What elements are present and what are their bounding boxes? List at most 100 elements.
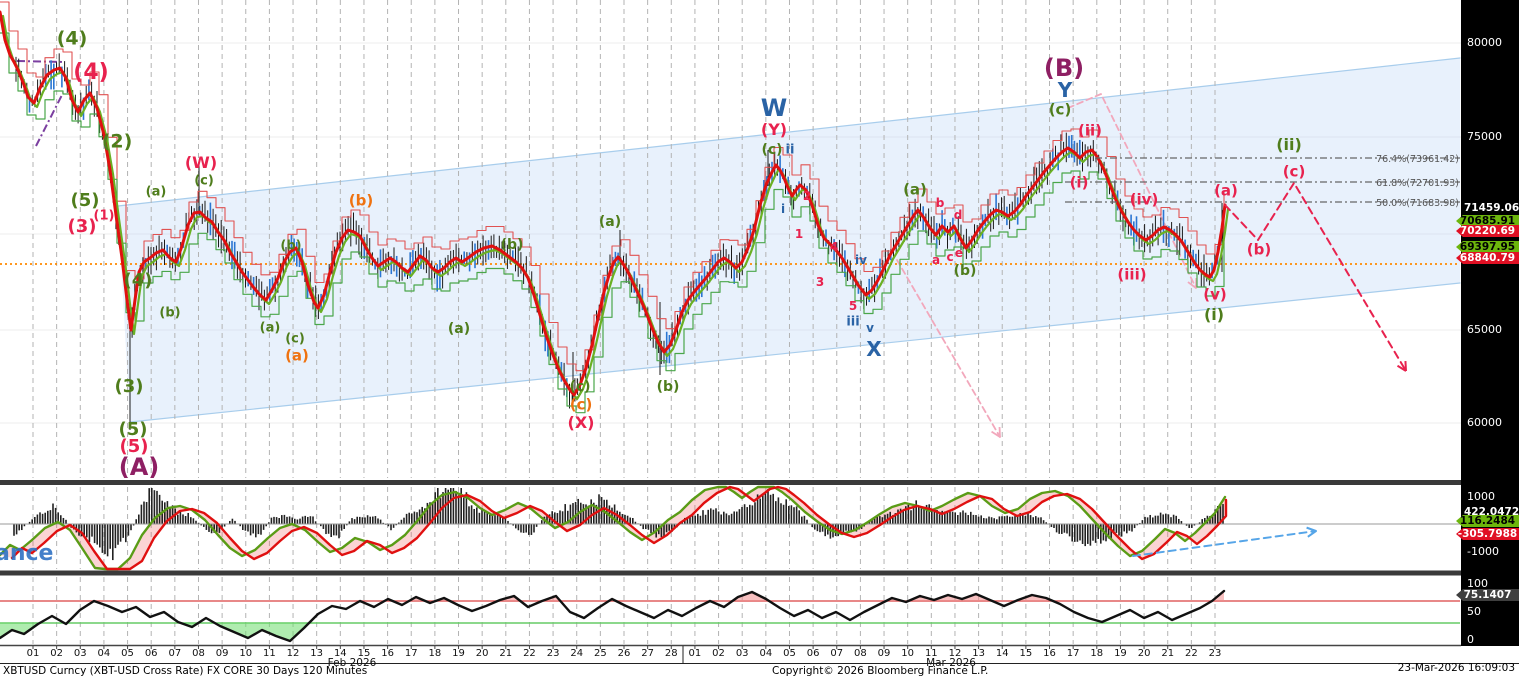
x-axis-day-label: 21 <box>1161 648 1175 659</box>
wave-label: (b) <box>280 238 302 254</box>
x-axis-day-label: 10 <box>239 648 253 659</box>
x-axis-day-label: 01 <box>688 648 702 659</box>
x-axis-day-label: 13 <box>972 648 985 659</box>
trend-channel-fill <box>118 58 1460 422</box>
x-axis-day-label: 10 <box>901 648 915 659</box>
rsi-line <box>0 589 1226 643</box>
x-axis-day-label: 27 <box>641 648 654 659</box>
wave-label: (X) <box>567 413 595 432</box>
macd-fill <box>0 487 1226 569</box>
x-axis-day-label: 28 <box>664 648 678 659</box>
wave-label: (i) <box>1203 305 1225 324</box>
wave-label: (c) <box>285 331 305 347</box>
macd-axis-tick: 1000 <box>1467 490 1495 503</box>
x-axis-day-label: 11 <box>924 648 938 659</box>
wave-label: (a) <box>447 321 471 337</box>
wave-label: v <box>866 321 874 335</box>
wave-label: (3) <box>114 376 144 397</box>
wave-label: ii <box>785 142 795 158</box>
x-axis-day-label: 16 <box>381 648 394 659</box>
purple-trendline <box>35 92 64 147</box>
wave-label: (5) <box>119 436 149 457</box>
x-axis-day-label: 04 <box>97 648 111 659</box>
wave-label: (Y) <box>760 120 788 139</box>
panel-separator <box>0 480 1461 485</box>
wave-label: (ii) <box>1078 121 1102 140</box>
rsi-band-fill <box>216 623 308 641</box>
x-axis-day-label: 26 <box>617 648 631 659</box>
x-axis-day-label: 06 <box>806 648 820 659</box>
price-value-badge: 70685.91 <box>1456 215 1519 227</box>
pink-projection <box>1067 93 1197 289</box>
x-axis-day-label: 09 <box>877 648 891 659</box>
wave-label: (a) <box>1214 181 1238 200</box>
wave-label: (W) <box>184 153 218 172</box>
trail-stop-upper-red <box>0 1 1225 372</box>
x-axis-day-label: 03 <box>73 648 87 659</box>
watermark-text: ance <box>0 541 54 566</box>
price-value-badge: 68840.79 <box>1456 252 1519 264</box>
wave-label: c <box>946 250 954 264</box>
x-axis-day-label: 11 <box>263 648 276 659</box>
x-axis-day-label: 23 <box>546 648 560 659</box>
wave-label: e <box>954 246 964 260</box>
x-axis-day-label: 17 <box>404 648 418 659</box>
wave-label: (c) <box>761 142 783 158</box>
pink-projection <box>896 259 1001 438</box>
wave-label: (b) <box>500 237 524 253</box>
wave-label: iii <box>846 314 860 330</box>
x-axis-day-label: 12 <box>948 648 962 659</box>
wave-label: (3) <box>67 216 97 237</box>
wave-label: 4 <box>829 240 839 254</box>
wave-label: W <box>760 94 788 122</box>
rsi-band-fill <box>736 592 768 601</box>
macd-red-line <box>10 485 1228 571</box>
wave-label: (v) <box>1203 285 1227 304</box>
x-axis-month-label: Feb 2026 <box>327 657 377 669</box>
price-axis-tick: 65000 <box>1467 323 1502 336</box>
macd-axis-tick: -1000 <box>1467 545 1499 558</box>
wave-label: (B) <box>1043 54 1085 82</box>
x-axis-day-label: 19 <box>452 648 465 659</box>
wave-label: b <box>935 196 945 210</box>
x-axis-day-label: 08 <box>854 648 867 659</box>
fib-level-label: 61.8%(72701.93) <box>1376 178 1459 189</box>
wave-label: 2 <box>802 189 812 203</box>
wave-label: (5) <box>70 190 100 211</box>
wave-label: (a) <box>259 320 281 336</box>
price-axis-tick: 60000 <box>1467 416 1502 429</box>
x-axis-day-label: 23 <box>1208 648 1222 659</box>
wave-label: (b) <box>348 191 374 210</box>
panel-separator <box>0 570 1461 576</box>
wave-label: (c) <box>1048 100 1072 119</box>
x-axis-day-label: 04 <box>759 648 773 659</box>
x-axis-day-label: 15 <box>357 648 371 659</box>
wave-label: (a) <box>598 214 622 230</box>
x-axis-day-label: 01 <box>26 648 40 659</box>
wave-label: (A) <box>118 453 160 481</box>
wave-label: d <box>953 208 963 222</box>
x-axis-day-label: 18 <box>428 648 442 659</box>
wave-label: (b) <box>1246 240 1272 259</box>
wave-label: (4) <box>73 60 109 85</box>
wave-label: (2) <box>101 130 133 153</box>
copyright-text: Copyright© 2026 Bloomberg Finance L.P. <box>772 665 989 677</box>
price-value-badge: 69397.95 <box>1456 241 1519 253</box>
rsi-axis-tick: 50 <box>1467 605 1481 618</box>
x-axis-day-label: 25 <box>593 648 607 659</box>
x-axis-day-label: 14 <box>995 648 1009 659</box>
x-axis-day-label: 08 <box>192 648 205 659</box>
x-axis-day-label: 20 <box>1137 648 1151 659</box>
x-axis-day-label: 03 <box>735 648 749 659</box>
wave-label: (c) <box>194 173 214 189</box>
x-axis-day-label: 12 <box>286 648 300 659</box>
wave-label: a <box>931 253 941 267</box>
x-axis-day-label: 18 <box>1090 648 1104 659</box>
rsi-band-fill <box>0 623 36 638</box>
x-axis-day-label: 21 <box>499 648 513 659</box>
wave-label: (1) <box>93 208 115 224</box>
x-axis-day-label: 05 <box>783 648 796 659</box>
wave-label: (b) <box>656 379 680 395</box>
wave-label: (4) <box>56 27 88 50</box>
